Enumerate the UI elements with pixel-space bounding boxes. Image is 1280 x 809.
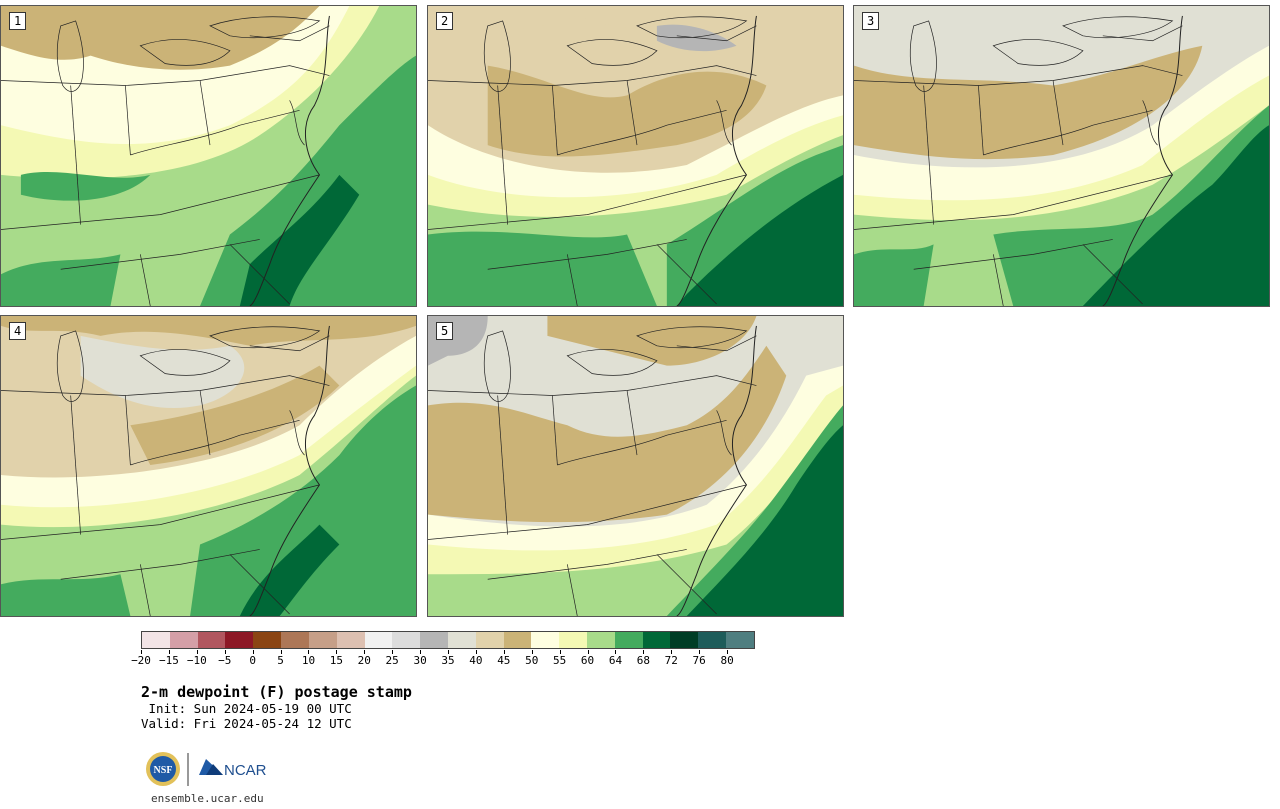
colorbar-tick-label: −5 — [218, 654, 232, 667]
colorbar-tick-label: 76 — [692, 654, 706, 667]
colorbar-swatch — [420, 632, 448, 648]
colorbar-swatch — [642, 632, 671, 648]
colorbar-tick-label: 10 — [301, 654, 316, 667]
colorbar-tick-label: 0 — [249, 654, 256, 667]
init-time: Init: Sun 2024-05-19 00 UTC — [141, 701, 352, 716]
colorbar-tick-label: 60 — [580, 654, 595, 667]
panel-label: 2 — [436, 12, 454, 30]
colorbar-tick — [420, 650, 422, 654]
colorbar-tick-label: 55 — [553, 654, 567, 667]
svg-text:NCAR: NCAR — [224, 762, 267, 779]
colorbar-tick — [587, 650, 589, 654]
colorbar-swatch — [503, 632, 532, 648]
map-panel-5: 5 — [427, 315, 844, 617]
colorbar-tick — [364, 650, 366, 654]
colorbar-tick-label: 35 — [441, 654, 455, 667]
colorbar-tick — [280, 650, 282, 654]
colorbar-tick-label: −20 — [131, 654, 151, 667]
colorbar-swatch — [614, 632, 643, 648]
colorbar-tick-label: 40 — [469, 654, 483, 667]
colorbar-swatch — [670, 632, 699, 648]
nsf-logo-icon: NSF — [146, 752, 180, 786]
colorbar-tick — [615, 650, 617, 654]
colorbar-tick-label: 5 — [277, 654, 284, 667]
colorbar-tick-label: 25 — [385, 654, 399, 667]
colorbar-tick-label: 15 — [329, 654, 343, 667]
panel-label: 3 — [862, 12, 880, 30]
colorbar — [141, 631, 755, 649]
colorbar-swatch — [587, 632, 615, 648]
site-url: ensemble.ucar.edu — [151, 792, 264, 805]
colorbar-swatch — [364, 632, 393, 648]
colorbar-swatch — [336, 632, 365, 648]
colorbar-tick-label: −15 — [158, 654, 179, 667]
colorbar-tick — [671, 650, 673, 654]
panel-label: 1 — [9, 12, 27, 30]
dewpoint-map-2 — [428, 6, 843, 306]
nsf-ncar-logos: NSF NCAR — [146, 752, 267, 786]
colorbar-tick — [503, 650, 505, 654]
colorbar-tick — [475, 650, 477, 654]
map-panel-4: 4 — [0, 315, 417, 617]
svg-text:NSF: NSF — [154, 765, 173, 776]
colorbar-swatch — [308, 632, 337, 648]
dewpoint-map-4 — [1, 316, 416, 616]
colorbar-tick — [699, 650, 701, 654]
colorbar-swatch — [559, 632, 587, 648]
colorbar-tick-label: −10 — [186, 654, 207, 667]
colorbar-swatch — [447, 632, 476, 648]
colorbar-tick — [141, 650, 142, 654]
colorbar-swatch — [475, 632, 504, 648]
colorbar-tick — [196, 650, 198, 654]
colorbar-tick — [559, 650, 561, 654]
colorbar-swatch — [698, 632, 727, 648]
valid-time: Valid: Fri 2024-05-24 12 UTC — [141, 716, 352, 731]
colorbar-tick — [531, 650, 533, 654]
colorbar-tick-label: 20 — [357, 654, 371, 667]
colorbar-swatch — [197, 632, 226, 648]
colorbar-ticks: −20 −15 −10 −5 0 5 10 15 20 25 30 35 40 45 50 55 60 64 68 7… — [131, 650, 755, 672]
colorbar-tick-label: 72 — [664, 654, 678, 667]
colorbar-tick — [727, 650, 729, 654]
colorbar-tick — [168, 650, 170, 654]
colorbar-tick-label: 64 — [608, 654, 623, 667]
colorbar-swatch — [281, 632, 309, 648]
colorbar-tick — [224, 650, 226, 654]
dewpoint-map-1 — [1, 6, 416, 306]
dewpoint-map-3 — [854, 6, 1269, 306]
colorbar-swatch — [169, 632, 198, 648]
colorbar-tick — [448, 650, 449, 654]
colorbar-tick-label: 45 — [497, 654, 511, 667]
colorbar-tick — [308, 650, 310, 654]
colorbar-swatch — [253, 632, 282, 648]
map-panel-3: 3 — [853, 5, 1270, 307]
colorbar-tick-label: 50 — [525, 654, 539, 667]
colorbar-tick — [392, 650, 394, 654]
colorbar-tick-label: 68 — [636, 654, 650, 667]
colorbar-swatch — [142, 632, 170, 648]
colorbar-tick-label: 80 — [720, 654, 734, 667]
map-panel-2: 2 — [427, 5, 844, 307]
colorbar-tick — [252, 650, 254, 654]
ncar-logo-icon: NCAR — [199, 759, 267, 779]
dewpoint-map-5 — [428, 316, 843, 616]
colorbar-tick — [643, 650, 645, 654]
panel-label: 4 — [9, 322, 27, 340]
panel-label: 5 — [436, 322, 454, 340]
page-title: 2-m dewpoint (F) postage stamp — [141, 683, 412, 701]
colorbar-swatch — [726, 632, 754, 648]
colorbar-swatch — [225, 632, 254, 648]
colorbar-tick-label: 30 — [413, 654, 427, 667]
colorbar-tick — [336, 650, 338, 654]
map-panel-1: 1 — [0, 5, 417, 307]
colorbar-swatch — [531, 632, 560, 648]
colorbar-swatch — [392, 632, 421, 648]
